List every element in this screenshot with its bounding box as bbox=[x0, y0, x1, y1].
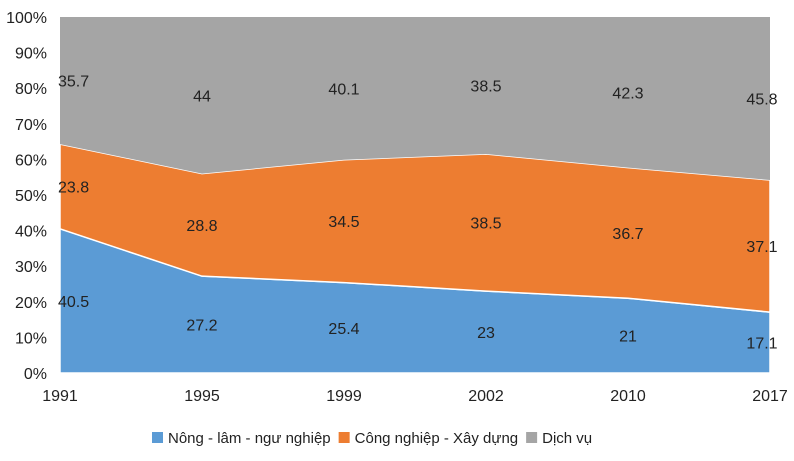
data-label: 45.8 bbox=[746, 92, 777, 109]
legend-swatch bbox=[526, 432, 538, 443]
data-label: 28.8 bbox=[186, 218, 217, 235]
y-tick-label: 40% bbox=[15, 224, 47, 241]
legend-swatch bbox=[338, 432, 350, 443]
x-tick-label: 2010 bbox=[610, 388, 646, 405]
y-tick-label: 30% bbox=[15, 259, 47, 276]
y-tick-label: 80% bbox=[15, 81, 47, 98]
data-label: 21 bbox=[619, 329, 637, 346]
y-tick-label: 90% bbox=[15, 46, 47, 63]
y-tick-label: 100% bbox=[6, 10, 47, 27]
y-tick-label: 0% bbox=[24, 366, 47, 383]
x-tick-label: 1991 bbox=[42, 388, 78, 405]
legend-swatch bbox=[152, 432, 163, 443]
data-label: 37.1 bbox=[746, 239, 777, 256]
data-label: 35.7 bbox=[58, 74, 89, 91]
y-tick-label: 10% bbox=[15, 330, 47, 347]
x-tick-label: 1995 bbox=[184, 388, 220, 405]
legend-label: Dịch vụ bbox=[542, 430, 592, 447]
data-label: 40.5 bbox=[58, 294, 89, 311]
data-label: 17.1 bbox=[746, 336, 777, 353]
data-label: 38.5 bbox=[470, 216, 501, 233]
y-tick-label: 20% bbox=[15, 295, 47, 312]
y-tick-label: 60% bbox=[15, 152, 47, 169]
data-label: 44 bbox=[193, 88, 211, 105]
data-label: 25.4 bbox=[328, 321, 359, 338]
data-label: 42.3 bbox=[612, 85, 643, 102]
data-label: 34.5 bbox=[328, 214, 359, 231]
data-label: 23 bbox=[477, 325, 495, 342]
data-label: 27.2 bbox=[186, 318, 217, 335]
x-tick-label: 2002 bbox=[468, 388, 504, 405]
data-label: 36.7 bbox=[612, 226, 643, 243]
y-tick-label: 50% bbox=[15, 188, 47, 205]
legend-label: Công nghiệp - Xây dựng bbox=[355, 430, 518, 447]
x-tick-label: 2017 bbox=[752, 388, 788, 405]
x-tick-label: 1999 bbox=[326, 388, 362, 405]
data-label: 38.5 bbox=[470, 79, 501, 96]
y-tick-label: 70% bbox=[15, 117, 47, 134]
series-area-2 bbox=[60, 17, 770, 181]
data-label: 23.8 bbox=[58, 179, 89, 196]
data-label: 40.1 bbox=[328, 81, 359, 98]
legend-label: Nông - lâm - ngư nghiệp bbox=[168, 430, 331, 447]
